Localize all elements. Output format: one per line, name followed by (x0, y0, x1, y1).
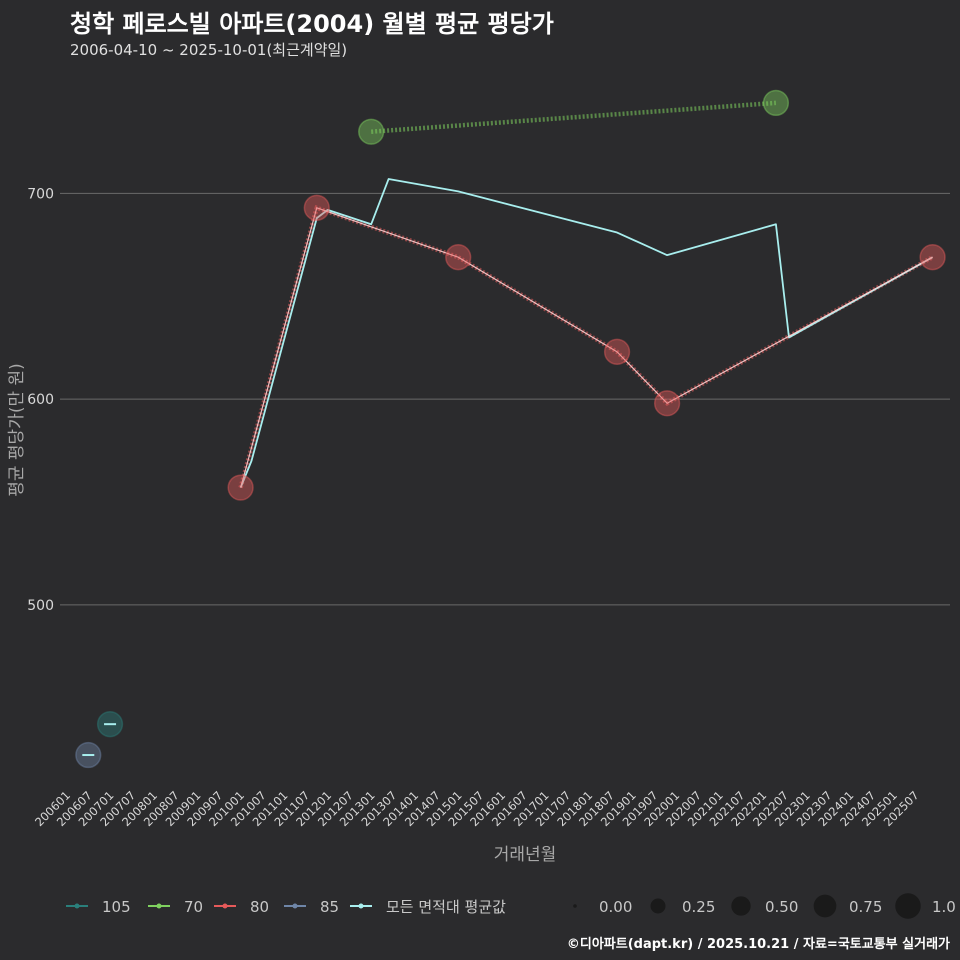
y-tick-label: 700 (27, 186, 54, 202)
legend-size-label: 0.00 (599, 898, 632, 916)
legend-key-dot (222, 903, 228, 909)
y-tick-label: 500 (27, 598, 54, 614)
legend-series-label: 105 (102, 898, 131, 916)
legend-key-dot (358, 903, 364, 909)
legend-size-label: 0.25 (682, 898, 715, 916)
legend-series-label: 80 (250, 898, 269, 916)
series-80-point (603, 338, 631, 365)
legend-size-key (573, 904, 577, 908)
legend-series-label: 모든 면적대 평균값 (386, 898, 506, 916)
series-80-point (653, 390, 681, 417)
legend-size-key (731, 896, 751, 916)
series-80-point (303, 194, 330, 221)
legend-size-label: 0.75 (849, 898, 882, 916)
chart-subtitle: 2006-04-10 ~ 2025-10-01(최근계약일) (70, 41, 348, 59)
series-70-point (762, 89, 790, 117)
series-80-point (227, 474, 254, 501)
legend-key-dot (156, 903, 162, 909)
chart-caption: ©디아파트(dapt.kr) / 2025.10.21 / 자료=국토교통부 실… (566, 937, 950, 952)
series-70-point (358, 118, 385, 145)
legend-key-dot (292, 903, 298, 909)
y-tick-label: 600 (27, 392, 54, 408)
series-70-trend-line (371, 100, 777, 134)
legend-size-key (895, 893, 921, 919)
legend-series-label: 70 (184, 898, 203, 916)
series-80-line (240, 207, 933, 488)
y-axis-title: 평균 평당가(만 원) (7, 363, 27, 497)
x-axis-title: 거래년월 (494, 845, 557, 865)
series-80-point (445, 244, 472, 271)
legend-key-dot (74, 903, 80, 909)
legend-size-key (650, 898, 666, 914)
legend-size-label: 0.50 (765, 898, 798, 916)
series-80-point (919, 244, 946, 271)
legend-size-key (813, 894, 837, 918)
series-80-trend-line (238, 204, 934, 489)
series-average-line (239, 178, 934, 488)
chart-title: 청학 페로스빌 아파트(2004) 월별 평균 평당가 (70, 10, 554, 38)
legend-size-label: 1.0 (932, 898, 956, 916)
legend-series-label: 85 (320, 898, 339, 916)
